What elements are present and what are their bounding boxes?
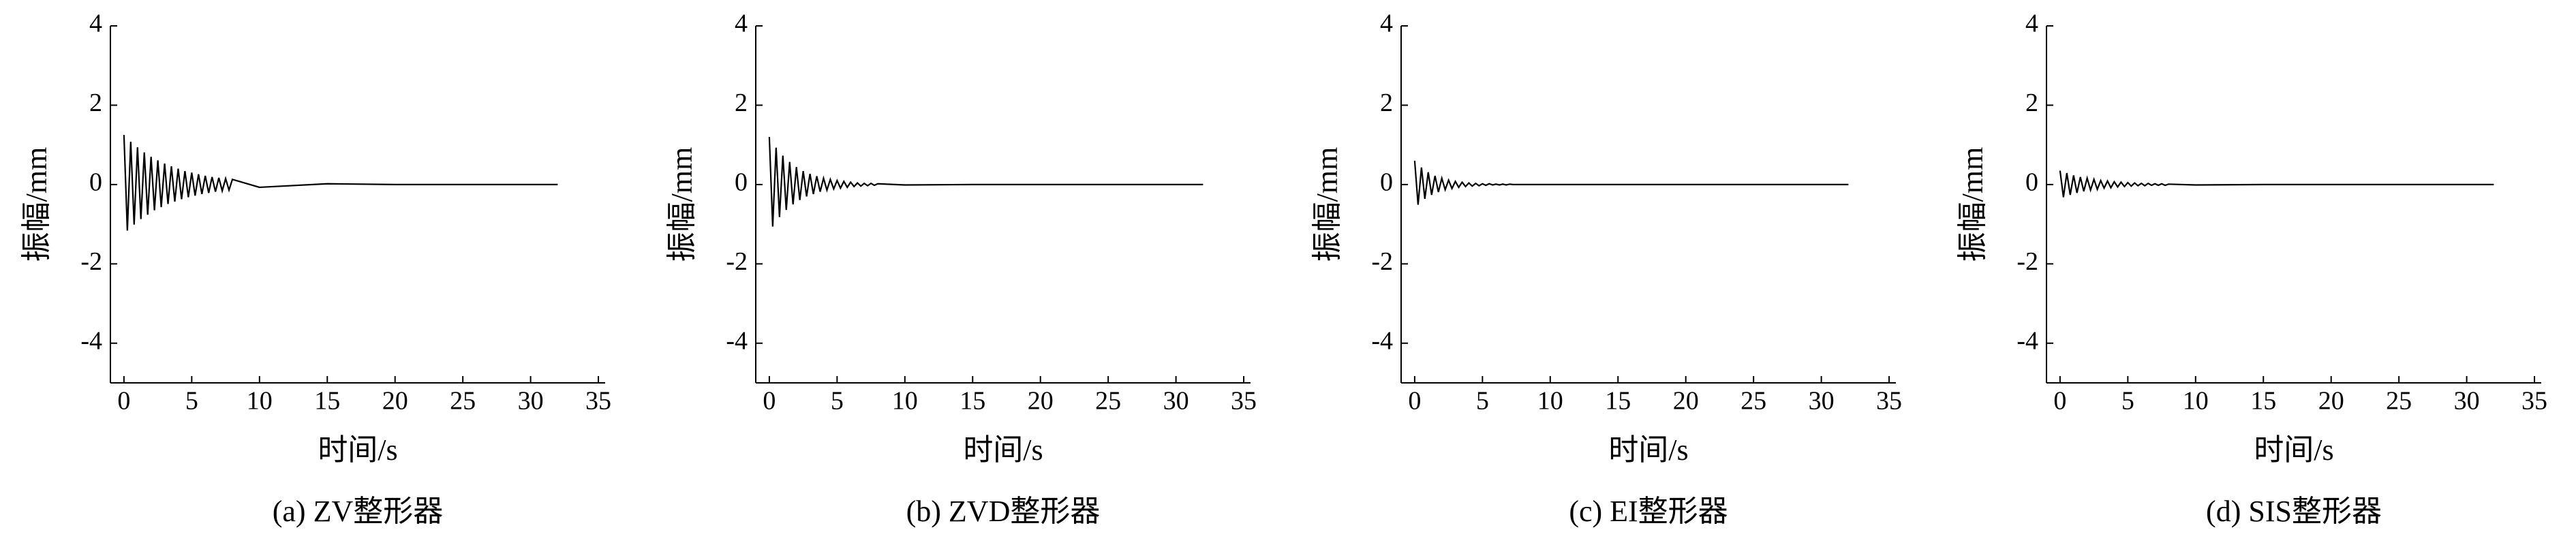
x-tick-label: 35 (1876, 387, 1902, 416)
x-tick-label: 5 (831, 387, 844, 416)
x-tick-label: 30 (1809, 387, 1835, 416)
x-tick-label: 25 (1741, 387, 1766, 416)
y-axis-label: 振幅/mm (1310, 147, 1344, 262)
x-tick-label: 30 (2454, 387, 2480, 416)
y-tick-label: 0 (2025, 168, 2038, 197)
x-axis-label: 时间/s (318, 433, 397, 467)
y-tick-label: -2 (80, 247, 102, 276)
y-tick-label: 2 (89, 89, 102, 117)
y-tick-label: -4 (1371, 326, 1393, 355)
y-tick-label: -4 (80, 326, 102, 355)
x-axis-label: 时间/s (963, 433, 1043, 467)
y-tick-label: 2 (1380, 89, 1393, 117)
x-tick-label: 35 (585, 387, 611, 416)
x-tick-label: 20 (382, 387, 408, 416)
y-tick-label: 2 (2025, 89, 2038, 117)
x-tick-label: 0 (117, 387, 130, 416)
x-tick-label: 35 (1231, 387, 1257, 416)
x-tick-label: 25 (450, 387, 476, 416)
y-axis-label: 振幅/mm (665, 147, 699, 262)
y-tick-label: 4 (735, 10, 748, 38)
x-axis-label: 时间/s (1608, 433, 1688, 467)
subplot: -4 -2 0 2 4 0 5 10 15 20 25 30 35 振幅/mm 时间/s (a) ZV整形器 (20, 10, 611, 528)
y-tick-label: -4 (2017, 326, 2038, 355)
x-tick-label: 10 (247, 387, 273, 416)
subplot: -4 -2 0 2 4 0 5 10 15 20 25 30 35 振幅/mm 时间/s (d) SIS整形器 (1956, 10, 2547, 528)
y-tick-label: -2 (2017, 247, 2038, 276)
x-axis-label: 时间/s (2254, 433, 2333, 467)
caption: (b) ZVD整形器 (906, 495, 1101, 528)
x-tick-label: 0 (763, 387, 776, 416)
signal-line (768, 136, 1203, 227)
y-tick-label: -4 (726, 326, 748, 355)
x-tick-label: 30 (1163, 387, 1189, 416)
x-tick-label: 30 (518, 387, 544, 416)
subplot: -4 -2 0 2 4 0 5 10 15 20 25 30 35 振幅/mm 时间/s (c) EI整形器 (1310, 10, 1902, 528)
x-tick-label: 15 (1605, 387, 1631, 416)
x-tick-label: 15 (314, 387, 340, 416)
x-tick-label: 5 (1476, 387, 1489, 416)
y-tick-label: 4 (89, 10, 102, 38)
signal-line (123, 135, 558, 231)
y-tick-label: 4 (2025, 10, 2038, 38)
caption: (d) SIS整形器 (2206, 495, 2382, 528)
x-tick-label: 15 (960, 387, 985, 416)
x-tick-label: 0 (1408, 387, 1421, 416)
y-tick-label: -2 (726, 247, 748, 276)
y-tick-label: 2 (735, 89, 748, 117)
x-tick-label: 15 (2250, 387, 2276, 416)
caption: (a) ZV整形器 (273, 495, 444, 528)
x-tick-label: 10 (1537, 387, 1563, 416)
signal-line (2059, 170, 2494, 198)
y-tick-label: 0 (1380, 168, 1393, 197)
x-tick-label: 10 (2183, 387, 2209, 416)
subplot: -4 -2 0 2 4 0 5 10 15 20 25 30 35 振幅/mm 时间/s (b) ZVD整形器 (665, 10, 1257, 528)
x-tick-label: 20 (2318, 387, 2344, 416)
y-tick-label: 4 (1380, 10, 1393, 38)
x-tick-label: 20 (1028, 387, 1054, 416)
x-tick-label: 5 (185, 387, 198, 416)
y-tick-label: -2 (1371, 247, 1393, 276)
x-tick-label: 25 (2386, 387, 2412, 416)
y-tick-label: 0 (735, 168, 748, 197)
x-tick-label: 5 (2121, 387, 2134, 416)
y-axis-label: 振幅/mm (20, 147, 53, 262)
caption: (c) EI整形器 (1569, 495, 1728, 528)
x-tick-label: 25 (1095, 387, 1121, 416)
y-axis-label: 振幅/mm (1956, 147, 1989, 262)
x-tick-label: 35 (2521, 387, 2547, 416)
x-tick-label: 0 (2053, 387, 2066, 416)
signal-line (1413, 160, 1849, 205)
x-tick-label: 20 (1673, 387, 1699, 416)
x-tick-label: 10 (892, 387, 918, 416)
y-tick-label: 0 (89, 168, 102, 197)
